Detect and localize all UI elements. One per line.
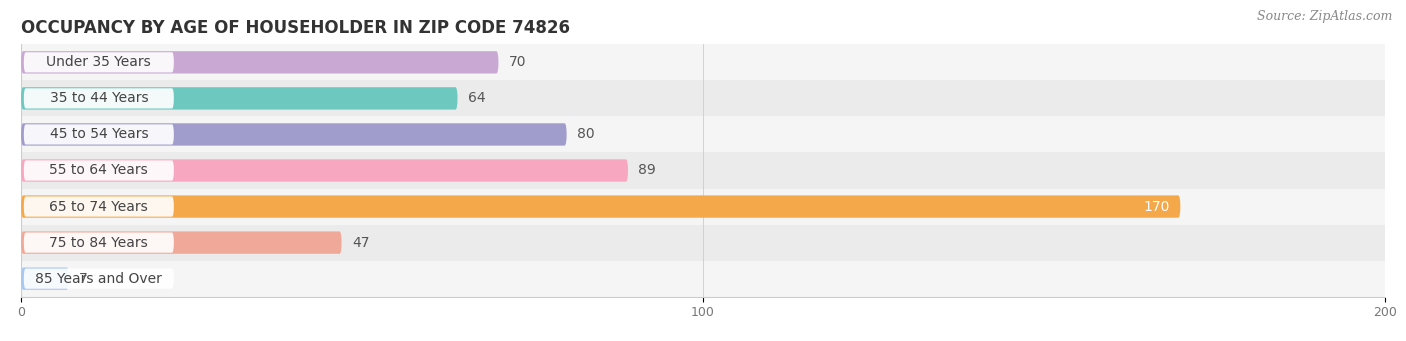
- FancyBboxPatch shape: [21, 123, 567, 146]
- FancyBboxPatch shape: [24, 196, 174, 217]
- FancyBboxPatch shape: [24, 160, 174, 181]
- Text: 75 to 84 Years: 75 to 84 Years: [49, 236, 148, 250]
- Text: OCCUPANCY BY AGE OF HOUSEHOLDER IN ZIP CODE 74826: OCCUPANCY BY AGE OF HOUSEHOLDER IN ZIP C…: [21, 19, 569, 37]
- Text: 64: 64: [468, 91, 485, 105]
- FancyBboxPatch shape: [24, 52, 174, 72]
- Text: 80: 80: [576, 128, 595, 142]
- Bar: [21, 44, 1385, 80]
- FancyBboxPatch shape: [21, 232, 342, 254]
- Text: 47: 47: [352, 236, 370, 250]
- Text: 55 to 64 Years: 55 to 64 Years: [49, 163, 148, 178]
- FancyBboxPatch shape: [24, 124, 174, 145]
- FancyBboxPatch shape: [24, 233, 174, 253]
- Bar: [21, 261, 1385, 297]
- FancyBboxPatch shape: [21, 159, 628, 182]
- Text: 85 Years and Over: 85 Years and Over: [35, 272, 162, 286]
- Bar: [21, 189, 1385, 225]
- FancyBboxPatch shape: [21, 51, 499, 74]
- Bar: [21, 116, 1385, 152]
- Text: 65 to 74 Years: 65 to 74 Years: [49, 199, 148, 213]
- FancyBboxPatch shape: [24, 269, 174, 289]
- Text: 35 to 44 Years: 35 to 44 Years: [49, 91, 148, 105]
- Text: 7: 7: [79, 272, 87, 286]
- Text: Under 35 Years: Under 35 Years: [46, 55, 152, 69]
- Text: Source: ZipAtlas.com: Source: ZipAtlas.com: [1257, 10, 1392, 23]
- Text: 89: 89: [638, 163, 657, 178]
- Bar: [21, 152, 1385, 189]
- Bar: [21, 80, 1385, 116]
- Text: 45 to 54 Years: 45 to 54 Years: [49, 128, 148, 142]
- Bar: [21, 225, 1385, 261]
- Text: 70: 70: [509, 55, 526, 69]
- FancyBboxPatch shape: [21, 267, 69, 290]
- Text: 170: 170: [1143, 199, 1170, 213]
- FancyBboxPatch shape: [21, 87, 457, 109]
- FancyBboxPatch shape: [21, 195, 1181, 218]
- FancyBboxPatch shape: [24, 88, 174, 108]
